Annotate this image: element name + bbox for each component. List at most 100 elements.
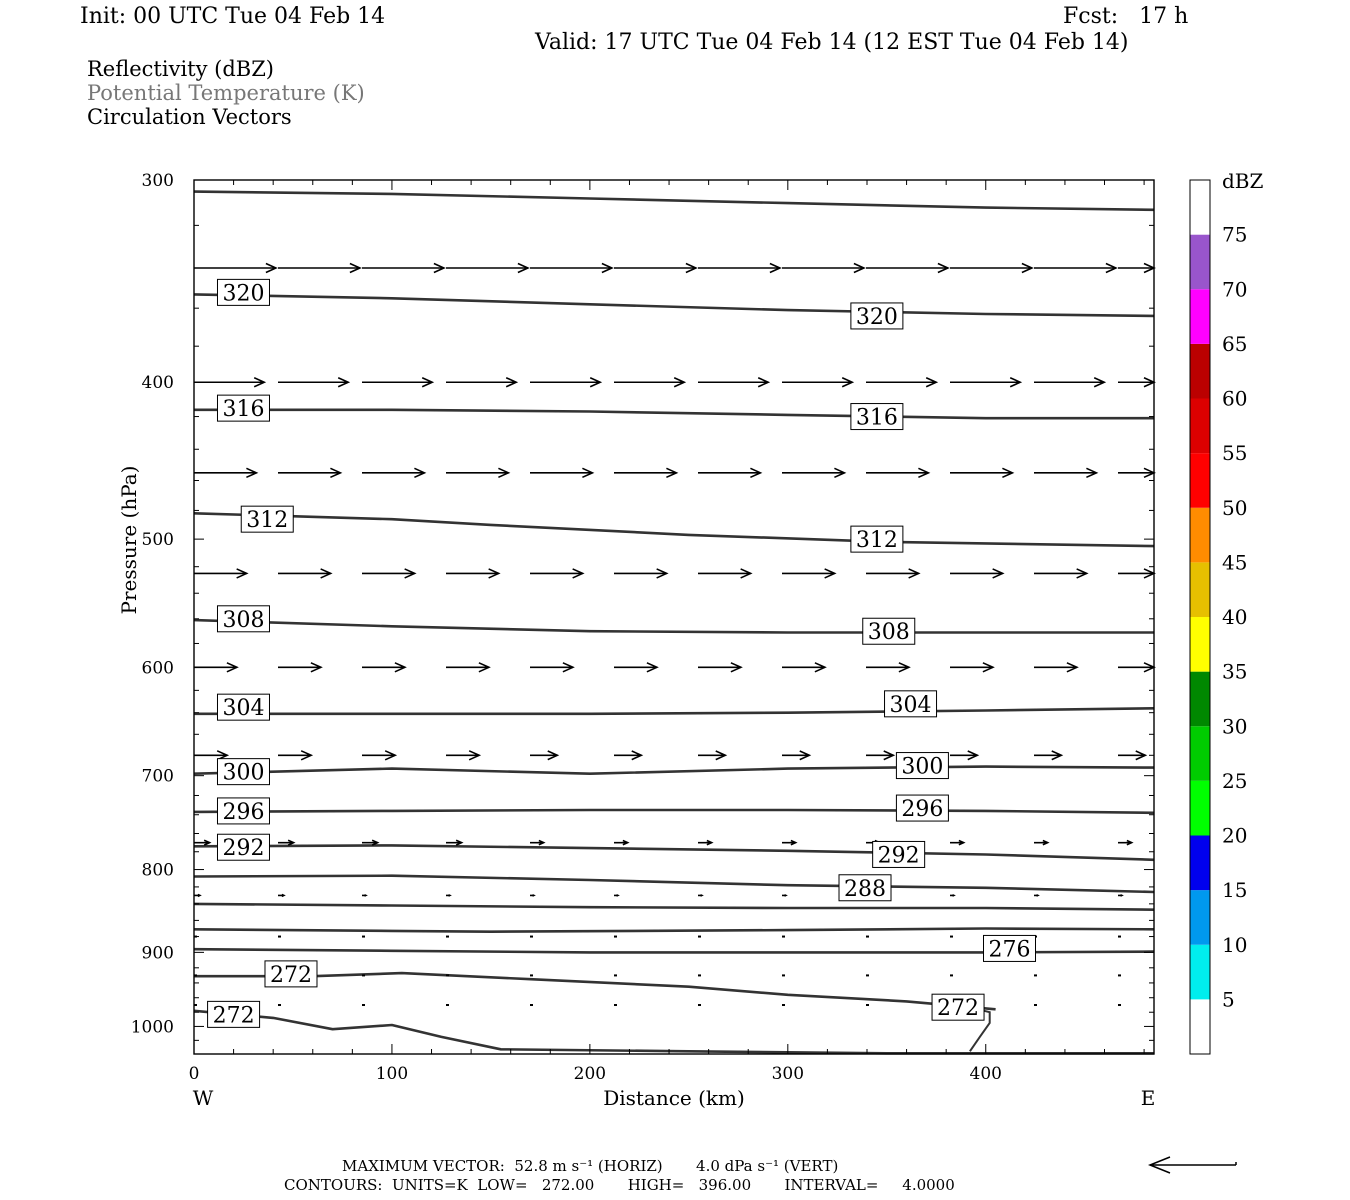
wind-vector-head <box>287 839 296 846</box>
wind-vector <box>446 262 530 274</box>
contour-label-text: 312 <box>246 508 288 533</box>
colorbar-label: 50 <box>1222 496 1247 520</box>
wind-vector <box>278 377 351 388</box>
contour-label: 288 <box>838 874 892 902</box>
wind-vector <box>278 839 296 846</box>
colorbar-label: 35 <box>1222 660 1247 684</box>
wind-vector <box>866 1004 869 1007</box>
wind-vector-dot <box>614 1004 617 1007</box>
wind-vector <box>1118 467 1156 479</box>
contour-label-box <box>240 505 294 533</box>
wind-vector-head <box>498 467 511 479</box>
wind-vector-dot <box>1034 1004 1037 1007</box>
contour-label-box <box>216 605 270 633</box>
wind-vector <box>362 662 407 673</box>
contour-labels: 320 320 316 316 312 312 308 308 304 304 300 300 296 2… <box>207 278 1037 1028</box>
wind-vector-head <box>589 377 603 388</box>
wind-vector <box>698 1004 701 1007</box>
wind-vector-dot <box>194 1004 197 1007</box>
contour-label-box <box>983 934 1037 962</box>
wind-vector-dot <box>446 935 449 938</box>
wind-vector-head <box>1076 568 1089 579</box>
wind-vector <box>1118 262 1156 274</box>
wind-vector <box>530 262 614 274</box>
wind-vector-head <box>364 894 368 897</box>
theta-contour <box>969 1008 991 1052</box>
wind-vector <box>614 935 617 938</box>
wind-vector <box>362 894 368 897</box>
x-tick-label: 300 <box>772 1064 804 1084</box>
wind-vector-head <box>982 662 995 673</box>
theta-contour <box>193 902 1155 911</box>
contour-label-box <box>216 394 270 422</box>
wind-vector-head <box>547 750 560 761</box>
contour-label-text: 320 <box>222 281 264 306</box>
wind-vector <box>782 1004 785 1007</box>
theta-contour <box>194 408 1154 420</box>
west-label: W <box>193 1086 214 1110</box>
wind-vector-head <box>538 839 546 846</box>
wind-vector-head <box>834 467 847 479</box>
wind-vector-head <box>265 262 278 274</box>
contour-label-box <box>850 302 904 330</box>
contour-label-text: 320 <box>856 305 898 330</box>
wind-vector <box>446 974 449 977</box>
wind-vector <box>614 1004 617 1007</box>
wind-vector-head <box>384 750 398 761</box>
wind-vector-head <box>226 662 239 673</box>
wind-vector-head <box>1002 467 1015 479</box>
wind-vector-head <box>337 377 351 388</box>
theta-contour <box>193 512 1155 548</box>
wind-vector-head <box>898 662 911 673</box>
wind-vector-head <box>757 377 771 388</box>
wind-vector <box>530 894 536 897</box>
colorbar-segment <box>1190 234 1210 290</box>
wind-vector-head <box>706 839 714 846</box>
wind-vector-head <box>1135 750 1148 761</box>
contour-label-text: 272 <box>270 963 312 988</box>
wind-vector-head <box>414 467 427 479</box>
wind-vector <box>530 467 595 479</box>
axes: 0 100 200 300 400 300 400 500 600 700 800 900 1000 <box>131 171 1154 1084</box>
wind-vector-head <box>468 750 482 761</box>
wind-vector-head <box>562 662 575 673</box>
wind-vector-head <box>320 568 333 579</box>
wind-vector <box>698 467 763 479</box>
contour-label-text: 296 <box>222 800 264 825</box>
wind-vector <box>950 839 966 846</box>
wind-vector-head <box>505 377 519 388</box>
wind-vector-head <box>532 894 536 897</box>
wind-vector-head <box>448 894 452 897</box>
wind-vector-head <box>685 262 698 274</box>
wind-vector <box>866 262 950 274</box>
wind-vector-head <box>371 839 380 846</box>
contour-label: 276 <box>983 934 1037 962</box>
wind-vector <box>362 839 380 846</box>
colorbar-label: 15 <box>1222 878 1247 902</box>
contour-label: 320 <box>216 278 270 306</box>
y-tick-label: 700 <box>142 767 174 787</box>
wind-vector-dot <box>446 974 449 977</box>
wind-vector-dot <box>194 974 197 977</box>
wind-vector <box>278 662 323 673</box>
x-tick-label: 400 <box>970 1064 1002 1084</box>
wind-vector-dot <box>614 974 617 977</box>
contour-label: 320 <box>850 302 904 330</box>
wind-vector <box>278 262 362 274</box>
wind-vector-dot <box>866 1004 869 1007</box>
wind-vector-dot <box>950 974 953 977</box>
contour-label-text: 304 <box>222 696 264 721</box>
theta-contour <box>193 874 1155 894</box>
colorbar-label: 55 <box>1222 441 1247 465</box>
colorbar-label: 20 <box>1222 824 1247 848</box>
wind-vector <box>614 662 659 673</box>
wind-vector-dot <box>782 1004 785 1007</box>
wind-vector <box>1034 894 1040 897</box>
wind-vector <box>530 568 585 579</box>
wind-vector-dot <box>782 974 785 977</box>
wind-vector-dot <box>446 1004 449 1007</box>
x-tick-label: 200 <box>574 1064 606 1084</box>
contour-label-text: 292 <box>222 836 264 861</box>
wind-vector-head <box>1021 262 1034 274</box>
wind-vector <box>614 974 617 977</box>
